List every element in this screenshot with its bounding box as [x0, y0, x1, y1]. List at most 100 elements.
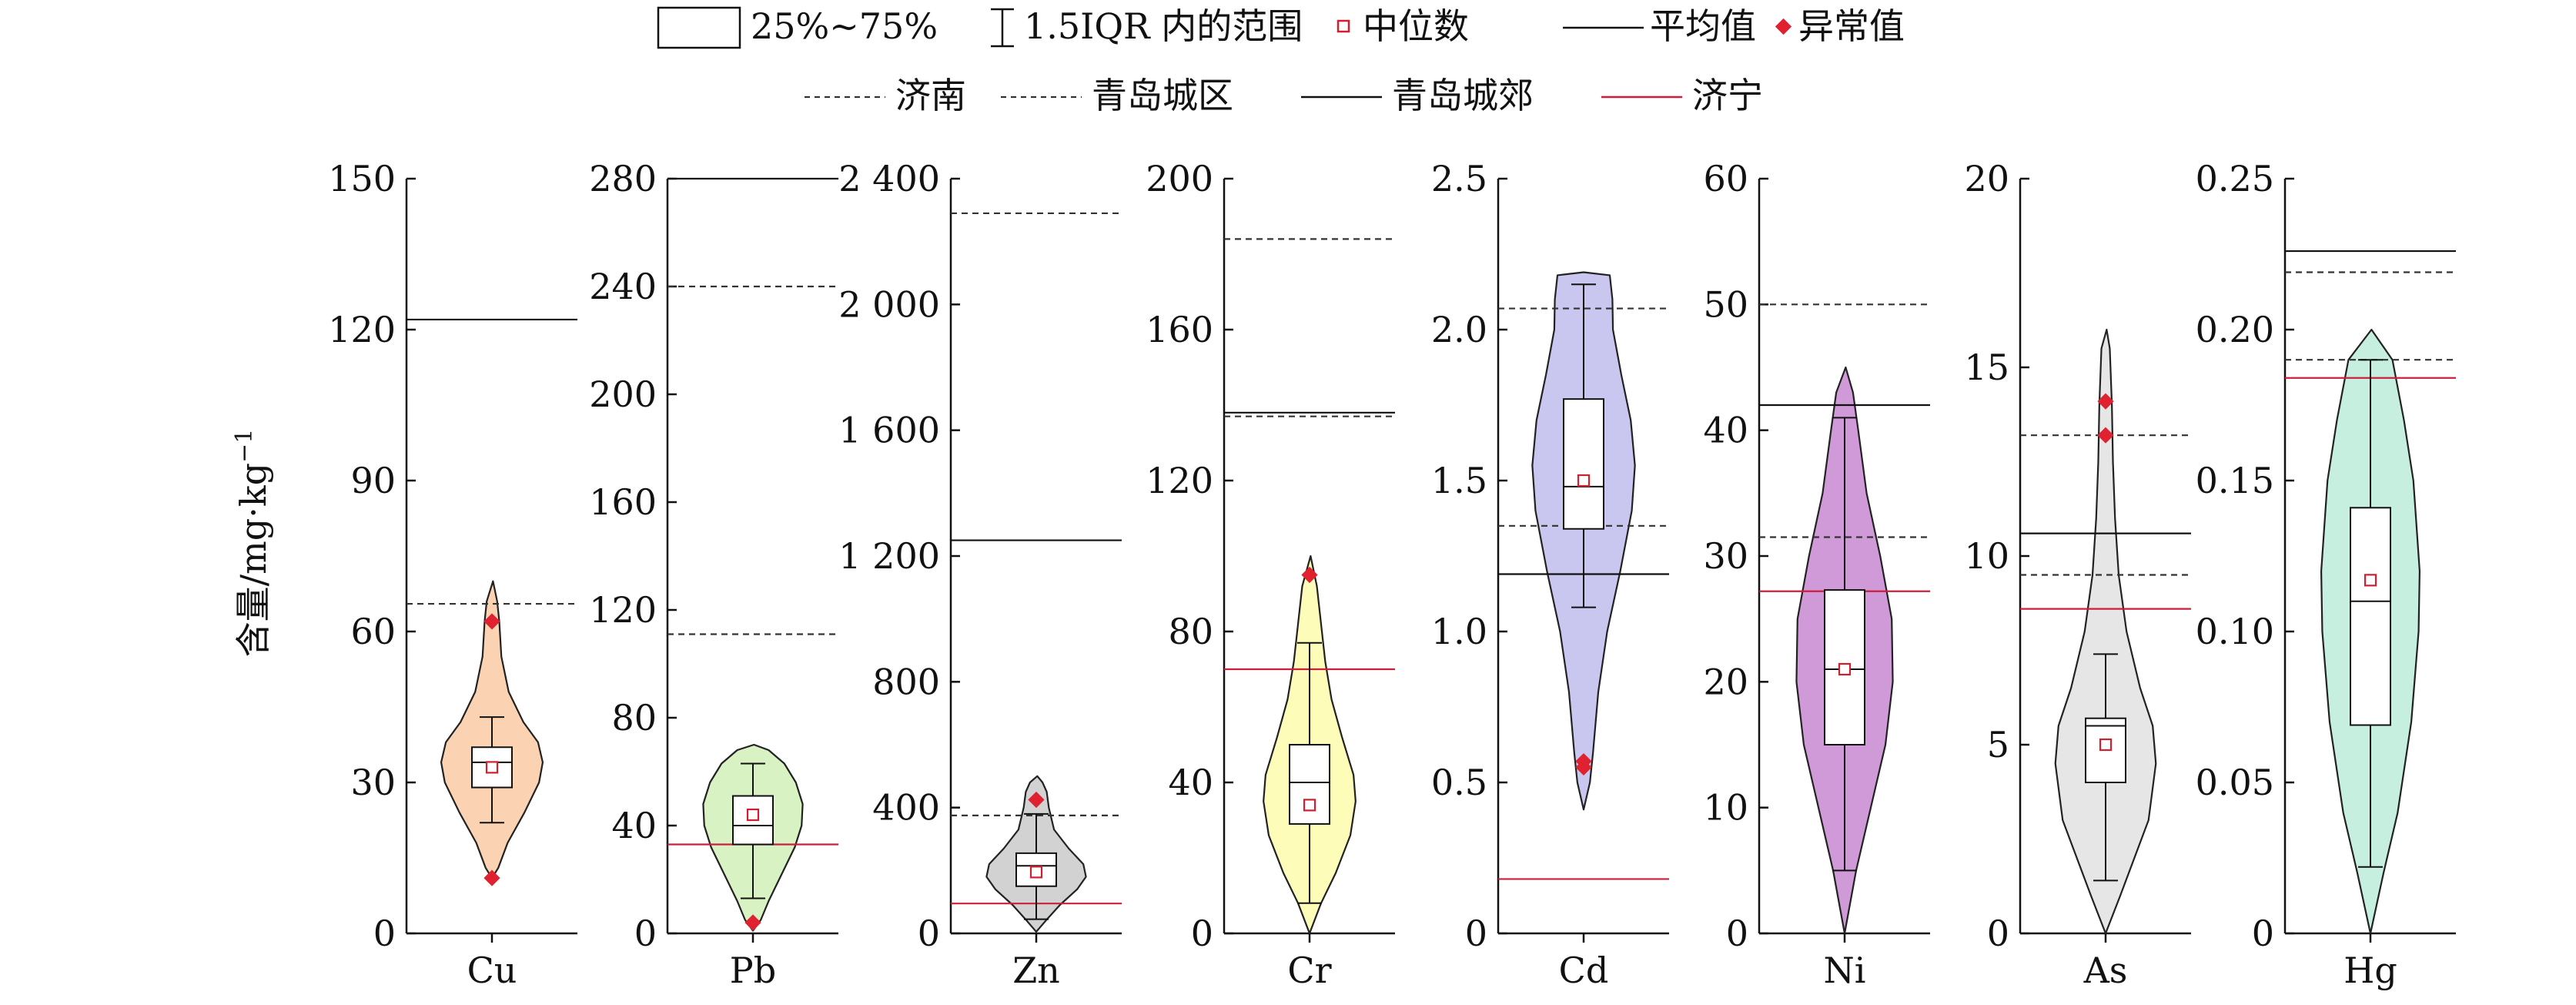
center-marker	[2364, 574, 2377, 587]
iqr-box	[1289, 744, 1330, 825]
y-tick-label: 40	[1168, 762, 1213, 803]
center-marker	[2099, 738, 2113, 752]
x-tick-label: Pb	[730, 950, 776, 991]
y-tick-label: 0	[373, 913, 396, 954]
y-tick-label: 30	[350, 762, 396, 803]
iqr-box	[1563, 398, 1604, 530]
legend-label-jinan: 济南	[895, 75, 966, 116]
y-tick-label: 0.5	[1431, 762, 1487, 803]
y-axis-title: 含量/mg·kg−1	[231, 429, 274, 658]
panel-cr: Cr 0 40 80 120 160 200	[1146, 158, 1395, 991]
y-tick-label: 1.0	[1431, 611, 1487, 652]
y-tick-label: 120	[589, 589, 657, 631]
x-tick-label: Cr	[1287, 950, 1331, 991]
y-tick-label: 0	[918, 913, 940, 954]
panel-ni: Ni 0 10 20 30 40 50 60	[1703, 158, 1930, 991]
y-tick-label: 80	[611, 697, 657, 739]
y-tick-label: 2.0	[1431, 309, 1487, 350]
y-tick-label: 160	[1146, 309, 1213, 350]
y-tick-label: 0	[1191, 913, 1213, 954]
center-marker	[1838, 662, 1852, 676]
y-tick-label: 30	[1703, 535, 1748, 577]
y-axis-title-text: 含量/mg·kg	[233, 463, 274, 658]
panel-zn: Zn 0 400 800 1 200 1 600 2 000 2 400	[838, 158, 1122, 991]
y-tick-label: 90	[350, 460, 396, 501]
legend-label-outlier: 异常值	[1798, 5, 1905, 47]
legend-whisker-swatch	[991, 8, 1014, 48]
y-tick-label: 50	[1703, 283, 1748, 325]
legend-row-2: 济南 青岛城区 青岛城郊 济宁	[805, 75, 1763, 116]
y-tick-label: 0	[2252, 913, 2274, 954]
x-tick-label: Cu	[467, 950, 517, 991]
y-tick-label: 0.20	[2196, 309, 2274, 350]
y-tick-label: 40	[611, 805, 657, 846]
y-tick-label: 40	[1703, 410, 1748, 451]
iqr-box	[2085, 717, 2126, 784]
y-tick-label: 0	[1465, 913, 1487, 954]
y-tick-label: 120	[328, 309, 396, 350]
center-marker	[1577, 474, 1591, 487]
y-tick-label: 1 200	[838, 535, 940, 577]
y-tick-label: 2 400	[838, 158, 940, 199]
y-tick-label: 20	[1703, 661, 1748, 702]
x-tick-label: Hg	[2343, 950, 2397, 991]
y-tick-label: 0.15	[2196, 460, 2274, 501]
legend-label-qingdao-urban: 青岛城区	[1092, 75, 1233, 116]
legend-box-swatch	[657, 6, 741, 49]
panel-cu: Cu 0 30 60 90 120 150	[328, 158, 577, 991]
y-tick-label: 2.5	[1431, 158, 1487, 199]
outlier-point	[1301, 566, 1318, 584]
x-tick-label: As	[2083, 950, 2128, 991]
y-tick-label: 0.10	[2196, 611, 2274, 652]
center-marker	[1029, 866, 1043, 879]
panel-as: As 0 5 10 15 20	[1964, 158, 2191, 991]
panel-cd: Cd 0 0.5 1.0 1.5 2.0 2.5	[1431, 158, 1669, 991]
y-tick-label: 0	[634, 913, 657, 954]
y-tick-label: 280	[589, 158, 657, 199]
legend-label-median: 中位数	[1363, 5, 1469, 47]
y-tick-label: 20	[1964, 158, 2009, 199]
y-tick-label: 15	[1964, 347, 2009, 388]
outlier-point	[2097, 393, 2114, 410]
y-tick-label: 0	[1987, 913, 2009, 954]
center-marker	[746, 808, 760, 822]
y-tick-label: 1.5	[1431, 460, 1487, 501]
y-tick-label: 150	[328, 158, 396, 199]
legend-label-mean: 平均值	[1650, 5, 1756, 47]
center-marker	[1303, 799, 1316, 812]
y-tick-label: 120	[1146, 460, 1213, 501]
outlier-point	[2097, 427, 2114, 444]
y-tick-label: 60	[350, 611, 396, 652]
legend-label-box: 25%~75%	[751, 5, 938, 47]
x-tick-label: Zn	[1012, 950, 1060, 991]
panel-pb: Pb 0 40 80 120 160 200 240 280	[589, 158, 838, 991]
outlier-point	[1575, 752, 1592, 770]
legend-label-qingdao-suburb: 青岛城郊	[1392, 75, 1534, 116]
outlier-point	[483, 869, 500, 886]
y-tick-label: 1 600	[838, 410, 940, 451]
outlier-point	[483, 613, 500, 630]
panels: Cu0306090120150Pb04080120160200240280Zn0…	[328, 158, 2456, 991]
y-tick-label: 400	[872, 787, 940, 829]
legend: 25%~75% 1.5IQR 内的范围 中位数 平均值 异常值 济南 青岛城区 …	[657, 5, 1905, 116]
violin-body	[2054, 328, 2157, 935]
center-marker	[485, 761, 499, 774]
y-tick-label: 160	[589, 481, 657, 523]
x-tick-label: Ni	[1824, 950, 1866, 991]
y-tick-label: 10	[1964, 535, 2009, 577]
y-tick-label: 0	[1726, 913, 1748, 954]
outlier-point	[744, 914, 761, 931]
y-tick-label: 80	[1168, 611, 1213, 652]
legend-median-swatch	[1337, 19, 1350, 33]
legend-label-jining: 济宁	[1692, 75, 1763, 116]
y-tick-label: 200	[1146, 158, 1213, 199]
y-tick-label: 10	[1703, 787, 1748, 829]
legend-outlier-swatch	[1775, 18, 1792, 35]
panel-hg: Hg 0 0.05 0.10 0.15 0.20 0.25	[2196, 158, 2456, 991]
legend-row-1: 25%~75% 1.5IQR 内的范围 中位数 平均值 异常值	[657, 5, 1905, 49]
y-tick-label: 240	[589, 266, 657, 307]
y-tick-label: 800	[872, 661, 940, 702]
y-tick-label: 0.25	[2196, 158, 2274, 199]
legend-label-whisker: 1.5IQR 内的范围	[1024, 5, 1303, 47]
